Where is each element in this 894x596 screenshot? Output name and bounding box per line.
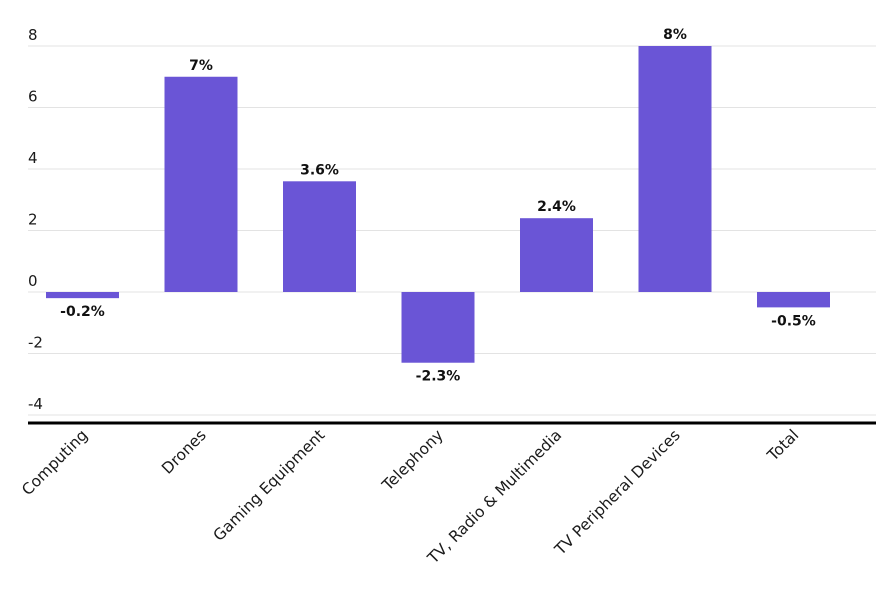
x-tick-label: Gaming Equipment [210, 426, 329, 545]
data-label: -0.5% [771, 313, 816, 329]
x-tick-label: Telephony [378, 426, 447, 495]
y-axis-ticks: 8 6 4 2 0 -2 -4 [28, 26, 43, 413]
bar [283, 181, 356, 292]
x-tick-label: Drones [158, 426, 210, 478]
bar [164, 76, 238, 292]
y-tick-label: 6 [28, 88, 38, 106]
data-label: 3.6% [300, 162, 339, 178]
y-tick-label: -4 [28, 395, 43, 413]
data-label: -2.3% [416, 369, 461, 385]
bars [46, 46, 830, 363]
data-label: -0.2% [60, 304, 105, 320]
x-tick-label: Total [763, 426, 802, 465]
x-tick-label: Computing [18, 426, 91, 499]
x-axis-ticks: Computing Drones Gaming Equipment Telephony… [18, 426, 802, 568]
bar [401, 292, 475, 363]
x-tick-label: TV, Radio & Multimedia [423, 426, 565, 568]
y-tick-label: 0 [28, 272, 38, 290]
data-labels: -0.2% 7% 3.6% -2.3% 2.4% 8% -0.5% [60, 27, 816, 385]
y-tick-label: 4 [28, 149, 38, 167]
x-tick-label: TV Peripheral Devices [551, 426, 684, 559]
data-label: 7% [189, 58, 213, 74]
bar [46, 292, 119, 299]
y-tick-label: 8 [28, 26, 38, 44]
bar [520, 218, 593, 292]
bar [638, 46, 712, 292]
y-tick-label: 2 [28, 211, 38, 229]
data-label: 2.4% [537, 199, 576, 215]
bar [757, 292, 830, 308]
data-label: 8% [663, 27, 687, 43]
y-tick-label: -2 [28, 334, 43, 352]
